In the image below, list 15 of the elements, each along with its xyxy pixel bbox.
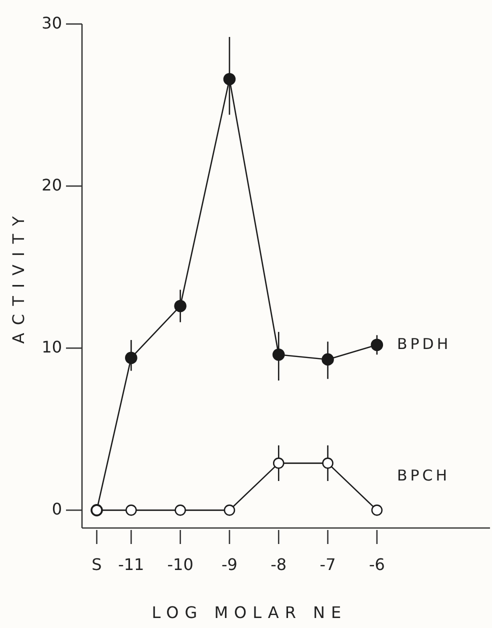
series-label: BPCH [396,466,450,484]
series-label: BPDH [396,334,452,353]
y-axis-title: ACTIVITY [9,208,28,344]
x-tick-label: -11 [118,555,144,574]
y-tick-label: 30 [42,13,62,32]
x-tick-label: -6 [368,555,385,574]
x-tick-label: -7 [320,555,336,574]
x-tick-label: S [92,555,102,574]
y-tick-label: 0 [52,500,62,519]
x-tick-label: -9 [221,555,238,574]
x-tick-label: -8 [270,555,287,574]
x-tick-label: -10 [167,555,194,574]
y-tick-label: 20 [42,175,62,194]
x-axis-title: LOG MOLAR NE [152,603,348,622]
y-tick-label: 10 [42,337,62,356]
